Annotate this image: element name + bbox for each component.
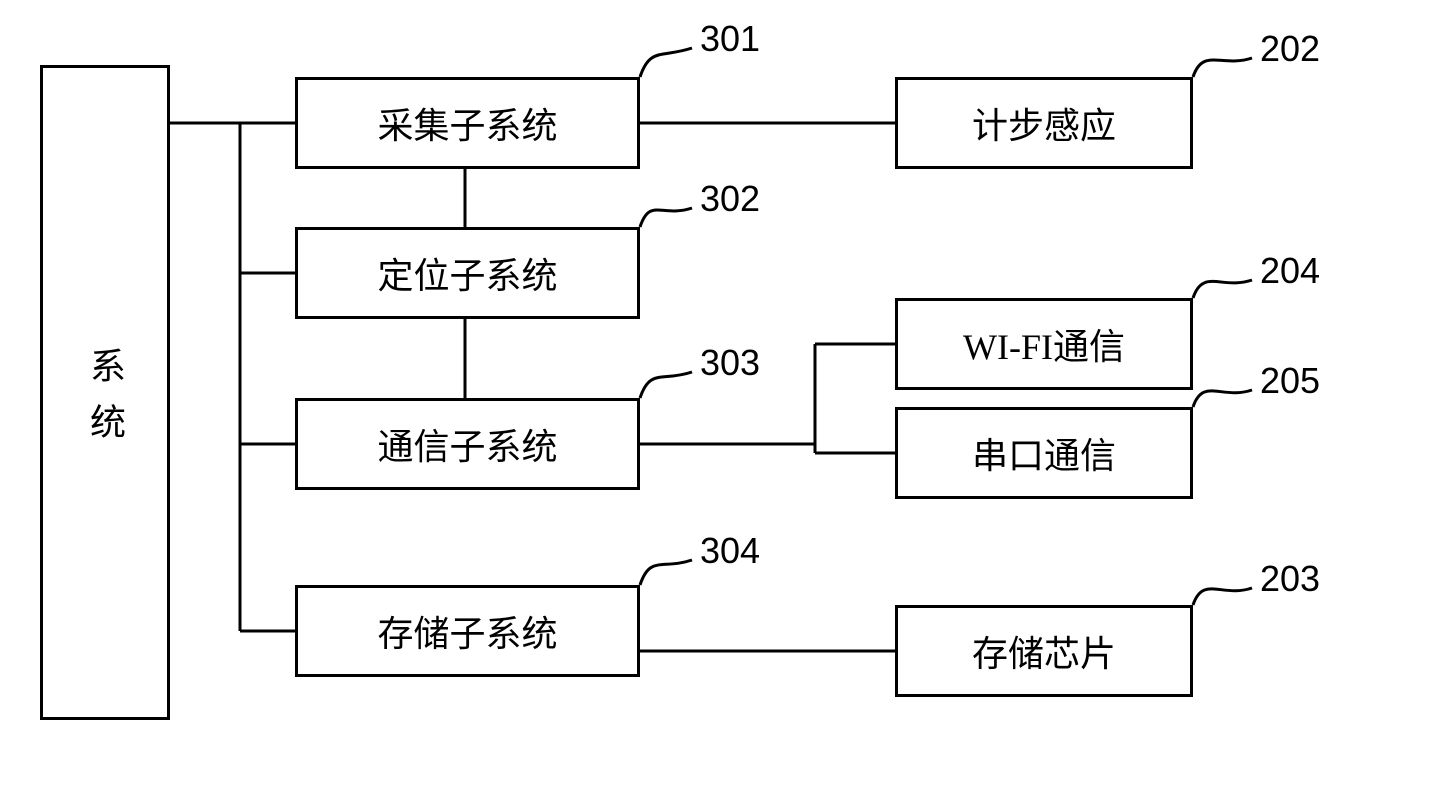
box-wifi-label: WI-FI通信	[963, 318, 1125, 370]
box-store: 存储子系统	[295, 585, 640, 677]
callout-304: 304	[700, 530, 760, 572]
box-pedometer: 计步感应	[895, 77, 1193, 169]
callout-302: 302	[700, 178, 760, 220]
box-collect-label: 采集子系统	[377, 97, 557, 149]
callout-203: 203	[1260, 558, 1320, 600]
box-locate-label: 定位子系统	[377, 247, 557, 299]
callout-204: 204	[1260, 250, 1320, 292]
box-system-label: 系统	[79, 327, 131, 459]
box-pedometer-label: 计步感应	[972, 97, 1116, 149]
callout-205: 205	[1260, 360, 1320, 402]
box-chip: 存储芯片	[895, 605, 1193, 697]
connector-lines	[0, 0, 1453, 787]
box-serial-label: 串口通信	[972, 427, 1116, 479]
callout-202: 202	[1260, 28, 1320, 70]
box-comm: 通信子系统	[295, 398, 640, 490]
box-serial: 串口通信	[895, 407, 1193, 499]
box-system: 系统	[40, 65, 170, 720]
system-block-diagram: 系统 采集子系统 定位子系统 通信子系统 存储子系统 计步感应 WI-FI通信 …	[0, 0, 1453, 787]
box-chip-label: 存储芯片	[972, 625, 1116, 677]
box-collect: 采集子系统	[295, 77, 640, 169]
box-store-label: 存储子系统	[377, 605, 557, 657]
box-wifi: WI-FI通信	[895, 298, 1193, 390]
callout-303: 303	[700, 342, 760, 384]
box-locate: 定位子系统	[295, 227, 640, 319]
box-comm-label: 通信子系统	[377, 418, 557, 470]
callout-301: 301	[700, 18, 760, 60]
